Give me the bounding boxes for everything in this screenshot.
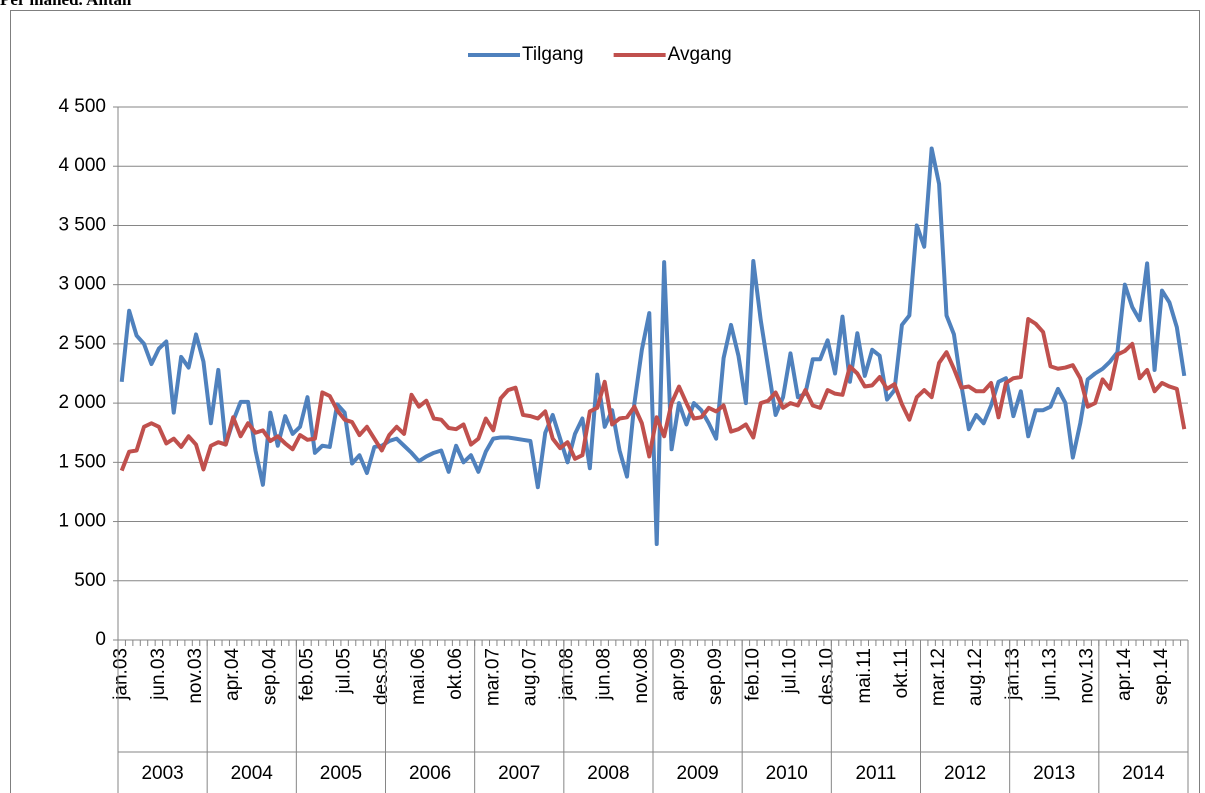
x-tick-label: mai.11 [854,648,875,704]
group-label: 2011 [855,763,896,784]
x-tick-label: aug.07 [519,648,540,706]
group-label: 2007 [498,763,540,784]
y-tick-label: 4 500 [58,96,106,117]
group-label: 2012 [944,763,986,784]
group-label: 2013 [1033,763,1075,784]
data-line [119,317,1187,472]
x-tick-label: feb.10 [742,648,763,701]
y-tick-label: 2 500 [58,333,106,354]
y-tick-label: 3 000 [58,274,106,295]
x-tick-label: jun.13 [1040,648,1061,701]
x-tick-label: okt.11 [891,648,912,698]
x-tick-label: mar.07 [482,648,503,706]
y-tick-label: 3 500 [58,214,106,235]
x-tick-label: apr.14 [1114,648,1135,701]
y-tick-label: 4 000 [58,155,106,176]
x-tick-label: jul.05 [334,648,355,694]
x-tick-label: nov.08 [631,648,652,704]
x-tick-label: feb.05 [296,648,317,701]
group-label: 2008 [587,763,629,784]
y-tick-label: 1 500 [58,451,106,472]
group-label: 2005 [320,763,362,784]
x-tick-label: apr.09 [668,648,689,701]
x-tick-label: jul.10 [779,648,800,694]
group-label: 2014 [1122,763,1165,784]
legend-label: Avgang [668,44,732,65]
x-tick-label: sep.09 [705,648,726,705]
x-tick-label: jan.13 [1002,648,1023,701]
x-tick-label: jun.08 [594,648,615,701]
x-tick-label: sep.14 [1151,648,1172,705]
x-tick-label: nov.03 [185,648,206,704]
y-tick-label: 0 [95,629,106,650]
group-label: 2009 [676,763,718,784]
x-tick-label: sep.04 [259,648,280,705]
x-tick-label: des.10 [817,648,838,705]
x-tick-label: jun.03 [148,648,169,701]
x-tick-label: apr.04 [222,648,243,701]
group-label: 2006 [409,763,451,784]
legend-label: Tilgang [522,44,584,65]
group-label: 2010 [766,763,808,784]
x-tick-label: nov.13 [1077,648,1098,704]
x-tick-label: okt.06 [445,648,466,700]
x-tick-label: mai.06 [408,648,429,705]
x-tick-label: aug.12 [965,648,986,706]
x-tick-label: des.05 [371,648,392,705]
group-label: 2003 [141,763,183,784]
y-tick-label: 1 000 [58,511,106,532]
group-label: 2004 [231,763,274,784]
y-tick-label: 2 000 [58,392,106,413]
chart-title: Per måned. Antall [0,0,132,9]
x-tick-label: jan.08 [557,648,578,701]
x-tick-label: mar.12 [928,648,949,706]
y-tick-label: 500 [74,570,106,591]
x-tick-label: jan.03 [111,648,132,701]
